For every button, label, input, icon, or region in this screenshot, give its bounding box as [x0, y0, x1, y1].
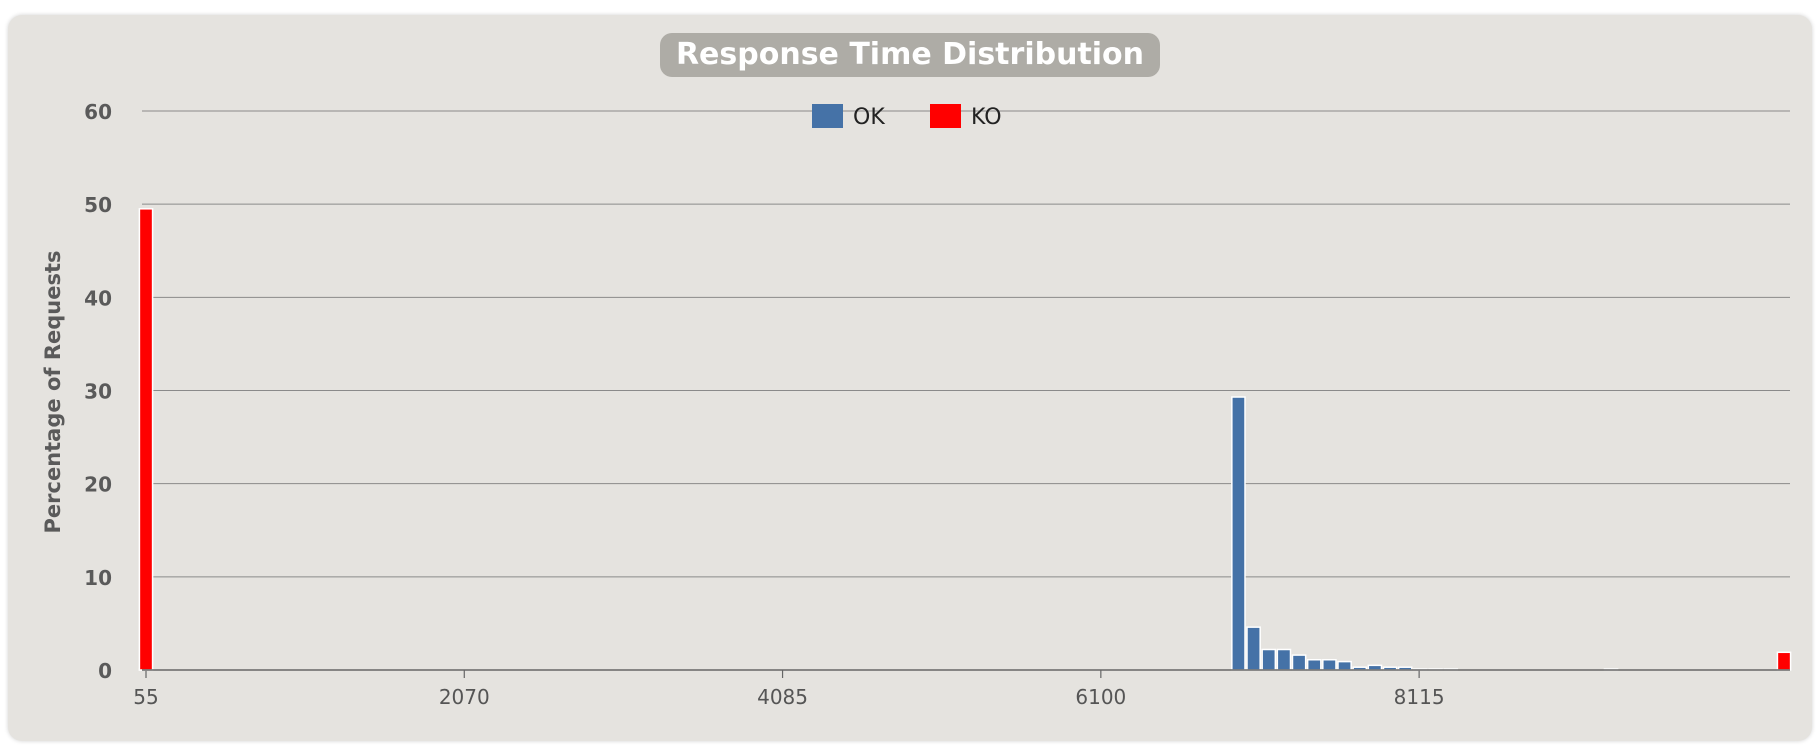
bar-ok[interactable] — [1291, 654, 1307, 671]
legend: OK KO — [812, 104, 1002, 130]
bar-ok[interactable] — [1322, 659, 1337, 671]
bar-ok[interactable] — [1306, 659, 1322, 671]
grid-lines — [142, 110, 1790, 578]
y-tick-label: 50 — [84, 193, 112, 217]
x-tick-label: 55 — [133, 685, 158, 709]
bar-ko[interactable] — [138, 208, 154, 671]
y-tick-label: 10 — [84, 566, 112, 590]
y-tick-label: 20 — [84, 473, 112, 497]
bar-ok[interactable] — [1337, 660, 1352, 671]
y-tick-label: 40 — [84, 286, 112, 310]
bars — [138, 208, 1792, 671]
legend-label-ko[interactable]: KO — [971, 105, 1002, 130]
x-tick-label: 4085 — [757, 685, 808, 709]
bar-ok[interactable] — [1276, 648, 1292, 671]
legend-swatch-ok[interactable] — [812, 104, 843, 128]
legend-label-ok[interactable]: OK — [853, 105, 885, 130]
y-tick-label: 30 — [84, 380, 112, 404]
bar-ko[interactable] — [1776, 651, 1792, 671]
x-tick-label: 8115 — [1394, 685, 1445, 709]
chart-title: Response Time Distribution — [660, 33, 1160, 77]
y-axis-label: Percentage of Requests — [41, 251, 65, 534]
x-tick-label: 6100 — [1075, 685, 1126, 709]
y-axis-ticks: 0 10 20 30 40 50 60 — [84, 100, 112, 683]
y-tick-label: 60 — [84, 100, 112, 124]
chart-panel — [8, 15, 1812, 741]
x-tick-label: 2070 — [439, 685, 490, 709]
bar-ok[interactable] — [1231, 396, 1246, 671]
bar-ok[interactable] — [1246, 626, 1261, 671]
legend-swatch-ko[interactable] — [930, 104, 961, 128]
bar-ok[interactable] — [1261, 648, 1277, 671]
y-tick-label: 0 — [98, 659, 112, 683]
x-axis-ticks: 55 2070 4085 6100 8115 — [133, 670, 1445, 709]
